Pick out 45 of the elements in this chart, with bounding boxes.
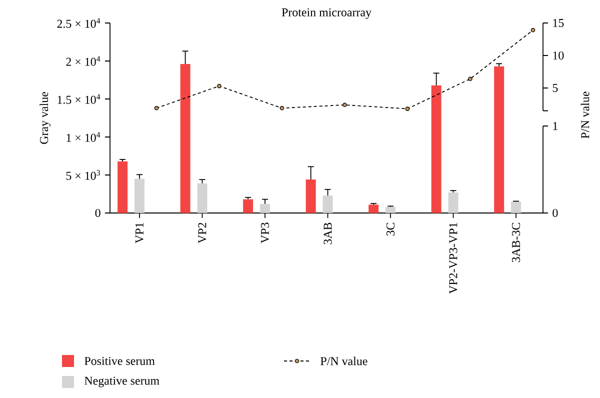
y-tick-label: 2 × 10$^{4}$ [66, 56, 100, 66]
y-axis-title: Gray value [40, 92, 51, 144]
x-tick-label: VP2 [198, 222, 206, 244]
y2-tick-label: 15 [553, 18, 564, 27]
x-tick-label: VP2-VP3-VP1 [449, 222, 458, 294]
point [530, 28, 536, 32]
point [342, 102, 347, 108]
point [405, 106, 410, 111]
y3-tick-label: 0 [552, 208, 558, 218]
bar [494, 66, 504, 213]
x-tick-label: VP1 [135, 222, 144, 244]
x-tick-label: 3AB [324, 222, 332, 244]
bar [118, 161, 128, 213]
bar [431, 85, 442, 213]
y-tick-label: 5 × 10$^{3}$ [66, 170, 100, 180]
y2-tick-label: 5 [552, 84, 558, 92]
y-tick-label: 2.5 × 10$^{4}$ [57, 18, 100, 28]
legend-label: Positive serum [84, 356, 155, 366]
point [468, 76, 472, 82]
bar [322, 196, 333, 213]
legend-label: Negative serum [84, 376, 160, 388]
bar [368, 204, 379, 213]
point [217, 84, 222, 88]
bar [243, 199, 254, 213]
bar [306, 180, 316, 213]
point [154, 106, 159, 110]
y2-axis-title: P/N value [580, 92, 590, 138]
bar [448, 192, 458, 213]
bar [197, 183, 208, 213]
legend-label: P/N value [320, 356, 368, 366]
x-tick-label: VP3 [260, 222, 270, 244]
point [280, 106, 284, 110]
x-tick-label: 3AB-3C [512, 222, 520, 262]
x-tick-label: 3C [386, 222, 395, 236]
y-tick-label: 1.5 × 10$^{4}$ [58, 94, 100, 104]
bar [134, 178, 144, 213]
y-tick-label: 0 [95, 208, 100, 218]
chart-title: Protein microarray [282, 8, 372, 19]
bar [180, 64, 190, 213]
y-tick-label: 1 × 10$^{4}$ [66, 132, 100, 142]
bar [260, 204, 270, 213]
y3-tick-label: 1 [553, 122, 558, 130]
bar [511, 202, 522, 213]
bar [386, 206, 396, 213]
y2-tick-label: 10 [553, 51, 564, 60]
